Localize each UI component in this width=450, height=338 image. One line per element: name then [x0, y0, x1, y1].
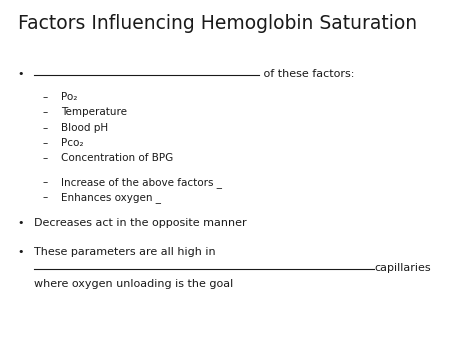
Text: •: • [17, 247, 23, 257]
Text: Factors Influencing Hemoglobin Saturation: Factors Influencing Hemoglobin Saturatio… [18, 14, 417, 32]
Text: –: – [43, 92, 48, 102]
Text: –: – [43, 192, 48, 202]
Text: Enhances oxygen _: Enhances oxygen _ [61, 192, 161, 203]
Text: Concentration of BPG: Concentration of BPG [61, 153, 173, 163]
Text: of these factors:: of these factors: [260, 69, 355, 79]
Text: These parameters are all high in: These parameters are all high in [34, 247, 216, 257]
Text: Increase of the above factors _: Increase of the above factors _ [61, 177, 222, 188]
Text: –: – [43, 138, 48, 148]
Text: Temperature: Temperature [61, 107, 127, 118]
Text: –: – [43, 153, 48, 163]
Text: •: • [17, 218, 23, 228]
Text: where oxygen unloading is the goal: where oxygen unloading is the goal [34, 279, 233, 289]
Text: Decreases act in the opposite manner: Decreases act in the opposite manner [34, 218, 247, 228]
Text: –: – [43, 177, 48, 187]
Text: capillaries: capillaries [375, 263, 432, 273]
Text: Blood pH: Blood pH [61, 123, 108, 133]
Text: –: – [43, 123, 48, 133]
Text: Po₂: Po₂ [61, 92, 77, 102]
Text: –: – [43, 107, 48, 118]
Text: •: • [17, 69, 23, 79]
Text: Pco₂: Pco₂ [61, 138, 83, 148]
